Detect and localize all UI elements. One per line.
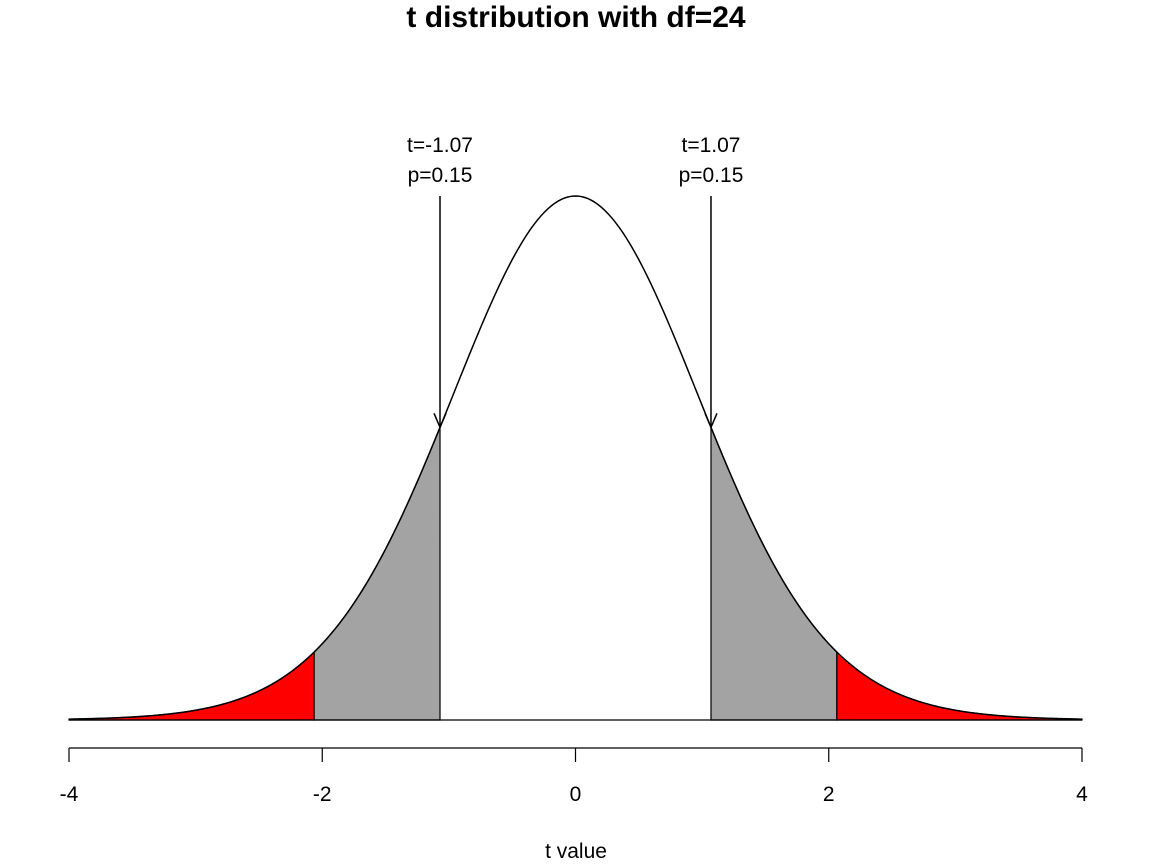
- shaded-region-3: [836, 650, 1083, 721]
- x-tick-label: 0: [570, 783, 582, 806]
- annotation-1: t=1.07 p=0.15: [679, 134, 744, 430]
- chart-title: t distribution with df=24: [406, 1, 745, 34]
- curve-layer: [68, 195, 1083, 721]
- x-axis-label: t value: [545, 840, 607, 863]
- shaded-region-0: [68, 650, 315, 721]
- annotations: t=-1.07 p=0.15 t=1.07 p=0.15: [407, 134, 744, 430]
- shaded-regions: [68, 427, 1083, 721]
- x-tick-label: 2: [823, 783, 835, 806]
- x-tick-label: 4: [1076, 783, 1088, 806]
- annotation-p-label: p=0.15: [408, 164, 473, 187]
- annotation-p-label: p=0.15: [679, 164, 744, 187]
- annotation-t-label: t=-1.07: [407, 134, 473, 157]
- x-tick-label: -2: [313, 783, 332, 806]
- annotation-0: t=-1.07 p=0.15: [407, 134, 473, 430]
- annotation-t-label: t=1.07: [681, 134, 740, 157]
- density-curve: [68, 195, 1083, 720]
- arrow-head: [704, 413, 718, 430]
- x-axis: -4 -2 0 2 4: [60, 747, 1088, 806]
- x-tick-label: -4: [60, 783, 79, 806]
- arrow-head: [433, 413, 447, 430]
